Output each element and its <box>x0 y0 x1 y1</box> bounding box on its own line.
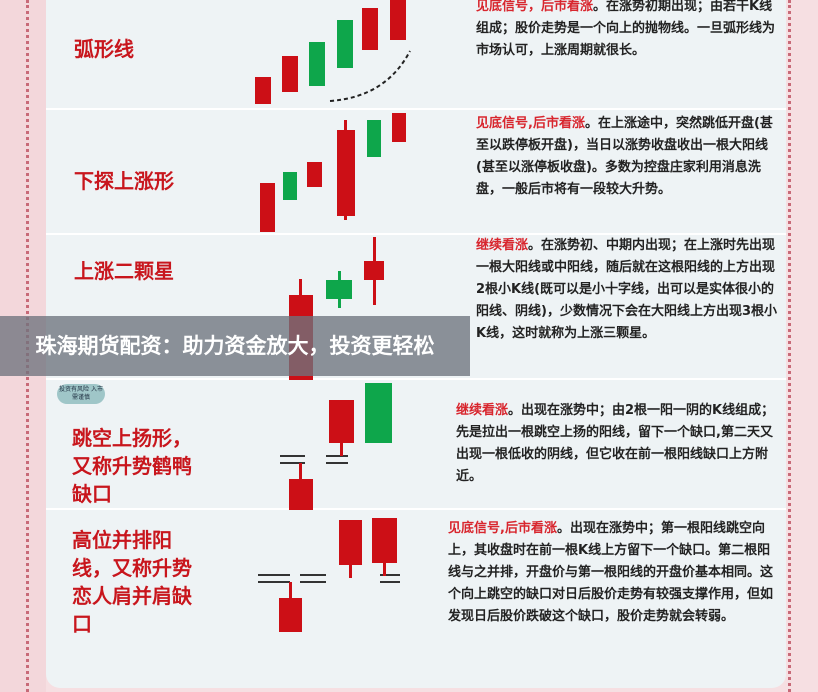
candle-wick <box>289 582 292 602</box>
pattern-row-arc: 弧形线 见底信号，后市看涨。在涨势初期出现；由若干K线组成；股价走势是一个向上的… <box>46 0 786 110</box>
pattern-name: 高位并排阳线，又称升势恋人肩并肩缺口 <box>72 528 192 636</box>
candle <box>367 120 381 157</box>
candle <box>390 0 406 40</box>
candle <box>279 598 302 632</box>
candle <box>326 280 352 299</box>
gap-line <box>326 462 348 464</box>
candle <box>372 518 397 563</box>
pattern-description: 见底信号，后市看涨。在涨势初期出现；由若干K线组成；股价走势是一个向上的抛物线。… <box>476 0 776 58</box>
gap-line <box>258 581 290 583</box>
pattern-name: 上涨二颗星 <box>74 259 174 283</box>
candle <box>260 183 275 232</box>
pattern-description: 继续看涨。出现在涨势中；由2根一阳一阴的K线组成；先是拉出一根跳空上扬的阳线，留… <box>456 403 775 484</box>
gap-line <box>326 455 348 457</box>
pattern-row-side-by-side: 高位并排阳线，又称升势恋人肩并肩缺口 见底信号,后市看涨。出现在涨势中；第一根阳… <box>46 510 786 688</box>
candle-wick <box>349 560 352 578</box>
candle <box>339 520 362 565</box>
pattern-name: 跳空上扬形，又称升势鹤鸭缺口 <box>72 426 192 506</box>
gap-line <box>380 581 400 583</box>
candle <box>365 383 392 443</box>
gap-line <box>300 581 326 583</box>
gap-line <box>280 455 305 457</box>
risk-watermark: 投资有风险 入市需谨慎 <box>57 384 105 404</box>
pattern-row-two-stars: 上涨二颗星 继续看涨。在涨势初、中期内出现；在上涨时先出现一根大阳线或中阳线，随… <box>46 235 786 380</box>
gap-line <box>300 574 326 576</box>
candle <box>309 42 325 86</box>
pattern-row-gap-up: 跳空上扬形，又称升势鹤鸭缺口 继续看涨。出现在涨势中；由2根一阳一阴的K线组成；… <box>46 380 786 510</box>
pattern-name: 弧形线 <box>74 37 134 61</box>
candle <box>307 162 322 187</box>
pattern-row-dip: 下探上涨形 见底信号,后市看涨。在上涨途中，突然跳低开盘(甚至以跌停板开盘)，当… <box>46 110 786 235</box>
candle <box>283 172 297 200</box>
pattern-name: 下探上涨形 <box>74 169 174 193</box>
candle <box>392 113 406 142</box>
gap-line <box>380 574 400 576</box>
overlay-banner: 珠海期货配资：助力资金放大，投资更轻松 <box>0 316 470 376</box>
candle-wick <box>299 279 302 299</box>
gap-line <box>280 462 305 464</box>
pattern-description: 继续看涨。在涨势初、中期内出现；在上涨时先出现一根大阳线或中阳线，随后就在这根阳… <box>476 238 777 341</box>
arc-dashed-curve <box>329 50 411 102</box>
candle-wick <box>340 440 343 456</box>
candle <box>364 261 384 280</box>
pattern-description: 见底信号,后市看涨。在上涨途中，突然跳低开盘(甚至以跌停板开盘)，当日以涨势收盘… <box>476 116 773 197</box>
candle <box>329 400 354 443</box>
candle <box>255 77 271 104</box>
candle-wick <box>383 558 386 576</box>
pattern-description: 见底信号,后市看涨。出现在涨势中；第一根阳线跳空向上，其收盘时在前一根K线上方留… <box>448 521 774 624</box>
candle <box>337 130 355 216</box>
right-dotted-line <box>788 0 791 692</box>
candle <box>337 20 353 68</box>
candle <box>282 56 298 92</box>
candle-wick <box>299 463 302 483</box>
candle <box>362 8 378 50</box>
gap-line <box>258 574 290 576</box>
candle <box>289 479 313 510</box>
